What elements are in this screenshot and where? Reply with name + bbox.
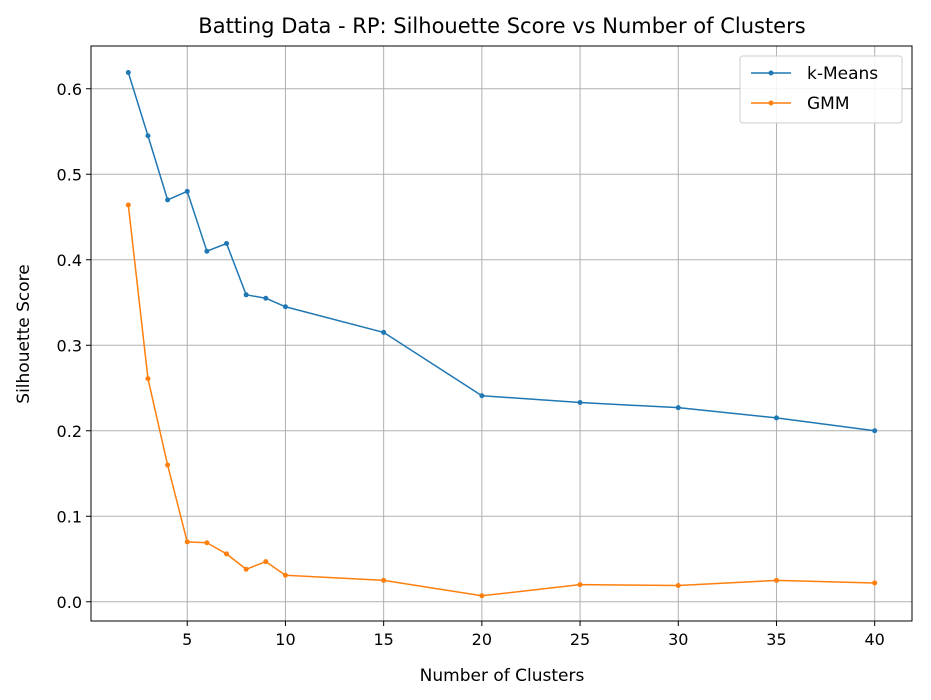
legend-label-k-means: k-Means <box>807 64 878 84</box>
data-point-gmm <box>872 580 878 586</box>
y-axis-label: Silhouette Score <box>14 264 34 403</box>
y-tick-label: 0.5 <box>57 165 82 184</box>
data-point-gmm <box>675 583 681 589</box>
data-point-gmm <box>577 582 583 588</box>
data-point-gmm <box>125 202 131 208</box>
data-point-k-means <box>675 405 681 411</box>
series-line-gmm <box>127 204 875 597</box>
y-tick-label: 0.3 <box>57 336 82 355</box>
data-point-k-means <box>224 241 230 247</box>
y-tick-label: 0.2 <box>57 422 82 441</box>
y-tick-label: 0.4 <box>57 251 82 270</box>
data-point-k-means <box>381 329 387 335</box>
data-point-gmm <box>184 539 190 545</box>
data-point-k-means <box>282 304 288 310</box>
legend-marker-k-means <box>768 70 774 76</box>
x-tick-label: 40 <box>865 630 885 649</box>
data-point-gmm <box>479 593 485 599</box>
data-point-gmm <box>263 559 269 565</box>
data-point-gmm <box>282 572 288 578</box>
data-point-k-means <box>577 400 583 406</box>
data-point-k-means <box>165 197 171 203</box>
x-axis-label: Number of Clusters <box>420 666 585 686</box>
data-point-k-means <box>145 133 151 139</box>
data-point-k-means <box>872 428 878 434</box>
ticks: 5 10 15 20 25 30 35 40 0.0 0.1 0.2 0.3 0.4 0.5 0.6 <box>57 80 885 649</box>
data-point-k-means <box>773 415 779 421</box>
data-point-gmm <box>204 540 210 546</box>
data-point-gmm <box>145 376 151 382</box>
data-point-gmm <box>224 551 230 557</box>
chart-title: Batting Data - RP: Silhouette Score vs N… <box>198 14 805 38</box>
x-tick-label: 30 <box>668 630 688 649</box>
plot-frame <box>90 45 913 622</box>
x-tick-label: 20 <box>472 630 492 649</box>
y-tick-label: 0.0 <box>57 593 82 612</box>
data-point-k-means <box>479 393 485 399</box>
y-tick-label: 0.1 <box>57 507 82 526</box>
data-point-k-means <box>125 70 131 76</box>
legend-label-gmm: GMM <box>807 94 850 114</box>
data-point-gmm <box>773 577 779 583</box>
x-tick-label: 15 <box>373 630 393 649</box>
x-tick-label: 10 <box>275 630 295 649</box>
data-point-k-means <box>243 292 249 298</box>
x-tick-label: 5 <box>182 630 192 649</box>
data-point-gmm <box>243 566 249 572</box>
series-layer <box>125 70 878 599</box>
x-tick-label: 35 <box>766 630 786 649</box>
x-tick-label: 25 <box>570 630 590 649</box>
legend: k-Means GMM <box>739 55 903 124</box>
grid <box>91 46 912 621</box>
data-point-gmm <box>165 462 171 468</box>
data-point-gmm <box>381 577 387 583</box>
series-line-k-means <box>127 72 875 432</box>
y-tick-label: 0.6 <box>57 80 82 99</box>
data-point-k-means <box>184 188 190 194</box>
data-point-k-means <box>263 295 269 301</box>
legend-marker-gmm <box>768 100 774 106</box>
data-point-k-means <box>204 248 210 254</box>
